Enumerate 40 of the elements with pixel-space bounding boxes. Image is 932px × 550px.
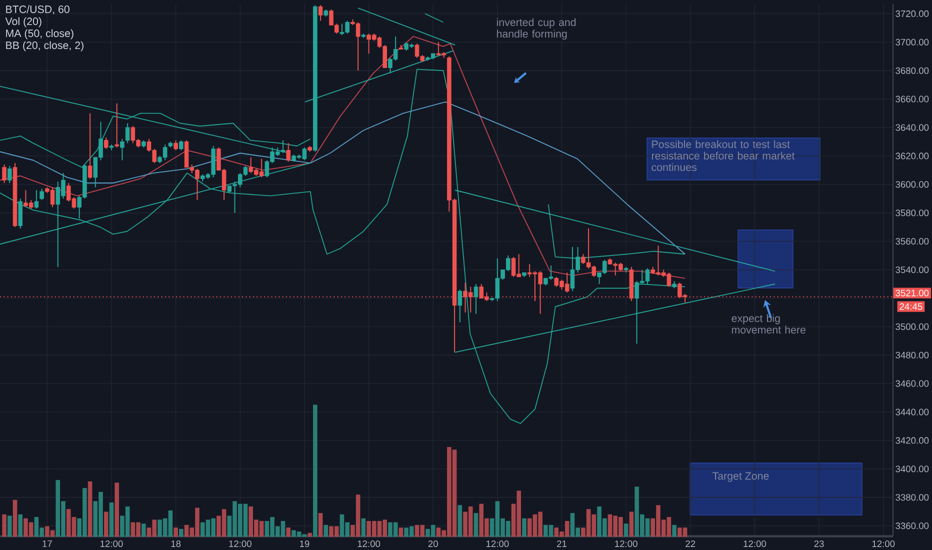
x-tick-label: 18 — [171, 540, 181, 548]
y-tick-label: 3600.00 — [896, 181, 929, 188]
y-tick-label: 3380.00 — [896, 494, 929, 501]
x-tick-label: 12:00 — [872, 540, 895, 548]
x-tick-label: 12:00 — [486, 540, 509, 548]
x-tick-label: 12:00 — [615, 540, 638, 548]
x-tick-label: 12:00 — [100, 540, 123, 548]
y-tick-label: 3640.00 — [896, 124, 929, 131]
y-tick-label: 3700.00 — [896, 38, 929, 46]
y-tick-label: 3540.00 — [896, 266, 929, 274]
annotation: BB (20, close, 2) — [6, 41, 84, 52]
x-tick-label: 12:00 — [358, 540, 380, 548]
text: 24:45 — [900, 303, 922, 310]
x-tick-label: 20 — [428, 540, 438, 548]
x-tick-label: 22 — [686, 540, 696, 547]
x-tick-label: 12:00 — [744, 540, 766, 548]
y-tick-label: 3500.00 — [896, 323, 929, 330]
ref-line-label: 3521.00 — [896, 290, 929, 296]
y-tick-label: 3720.00 — [896, 10, 929, 18]
x-tick-label: 23 — [814, 540, 824, 548]
y-tick-label: 3400.00 — [896, 466, 929, 472]
x-tick-label: 21 — [557, 540, 566, 547]
y-tick-label: 3440.00 — [896, 408, 929, 416]
y-tick-label: 3660.00 — [896, 96, 929, 102]
x-tick-label: 12:00 — [229, 540, 252, 548]
y-tick-label: 3420.00 — [896, 437, 929, 444]
x-tick-label: 19 — [300, 540, 310, 548]
y-tick-label: 3480.00 — [896, 352, 929, 358]
annotation: expect big movement here — [732, 314, 806, 334]
annotation: inverted cup and handle forming — [496, 18, 576, 40]
annotation: MA (50, close) — [6, 29, 74, 40]
y-tick-label: 3620.00 — [896, 152, 929, 160]
y-tick-label: 3680.00 — [896, 67, 929, 74]
chart-title: BTC/USD, 60 — [6, 5, 70, 14]
annotation: Vol (20) — [5, 17, 42, 28]
y-tick-label: 3560.00 — [896, 238, 929, 245]
y-tick-label: 3460.00 — [896, 380, 929, 387]
x-tick-label: 17 — [42, 540, 52, 547]
y-tick-label: 3360.00 — [896, 522, 929, 530]
y-tick-label: 3580.00 — [896, 210, 929, 216]
